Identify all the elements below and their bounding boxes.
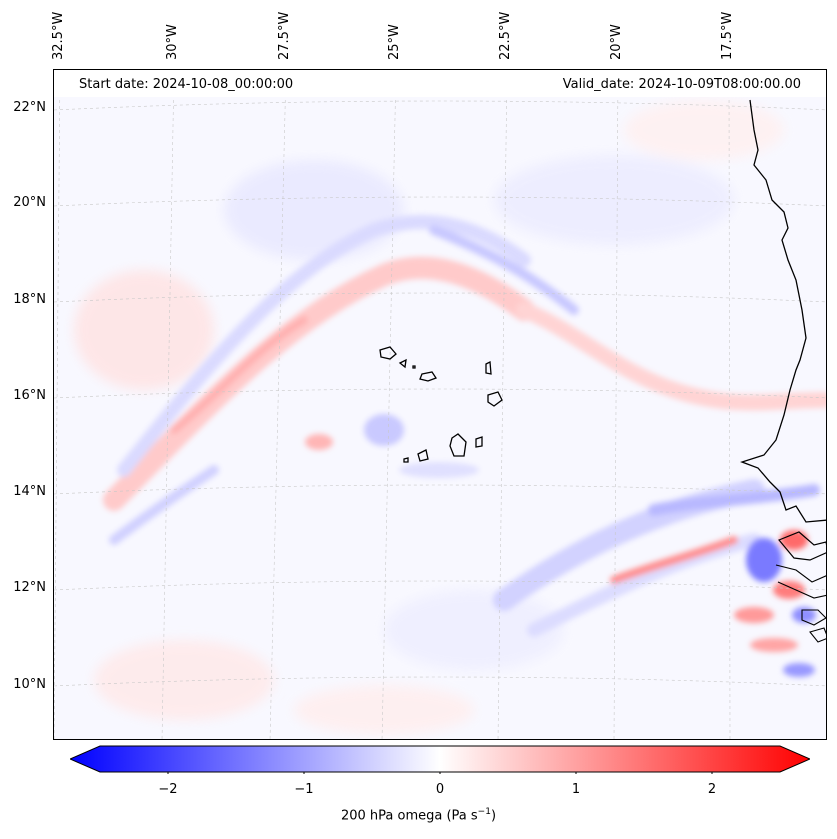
positive-cell: [750, 638, 798, 652]
santa-luzia-outline: [412, 365, 416, 369]
positive-patch: [94, 640, 274, 720]
lon-label-20w: 20°W: [609, 24, 624, 60]
santo-antao-outline: [379, 346, 397, 360]
map-panel[interactable]: Start date: 2024-10-08_00:00:00 Valid_da…: [53, 69, 827, 740]
bijagos-island: [801, 609, 826, 626]
coastline: [740, 99, 826, 523]
negative-band: [109, 465, 219, 545]
bijagos-island: [809, 627, 826, 643]
gridlines: [54, 70, 826, 739]
strong-positive-cell: [773, 581, 805, 599]
colorbar-tick-label: 2: [707, 782, 717, 797]
colorbar-tick-label: 1: [571, 782, 581, 797]
lat-label-16n: 16°N: [13, 388, 46, 403]
positive-patch: [624, 100, 784, 160]
colorbar: [68, 744, 812, 776]
strong-negative-cell: [792, 607, 816, 623]
sao-vicente-outline: [398, 358, 407, 369]
colorbar-title-suffix: ): [490, 808, 497, 824]
negative-cell: [364, 414, 404, 446]
negative-patch: [494, 155, 734, 245]
date-header-band: Start date: 2024-10-08_00:00:00 Valid_da…: [54, 70, 826, 97]
lon-label-27-5w: 27.5°W: [277, 11, 292, 60]
start-date-label: Start date: 2024-10-08_00:00:00: [79, 77, 294, 92]
strong-negative-cell: [746, 538, 782, 582]
negative-cell: [399, 462, 479, 478]
negative-band: [117, 215, 531, 477]
lon-label-30w: 30°W: [165, 24, 180, 60]
gambia-outline: [778, 531, 826, 561]
boa-vista-outline: [487, 391, 503, 407]
colorbar-tick-label: 0: [435, 782, 445, 797]
positive-patch: [74, 270, 214, 390]
positive-band: [516, 302, 826, 411]
negative-band-core: [648, 484, 820, 516]
positive-band: [103, 256, 535, 511]
lat-label-10n: 10°N: [13, 677, 46, 692]
negative-band: [527, 533, 761, 637]
omega-field-map: [54, 70, 826, 739]
lon-label-22-5w: 22.5°W: [498, 11, 513, 60]
positive-band-core: [170, 316, 308, 434]
lat-label-18n: 18°N: [13, 292, 46, 307]
colorbar-graphic: [68, 745, 812, 776]
negative-band-core: [429, 225, 579, 315]
lat-label-22n: 22°N: [13, 100, 46, 115]
brava-outline: [403, 457, 409, 463]
sao-nicolau-outline: [419, 371, 437, 382]
lon-label-17-5w: 17.5°W: [720, 11, 735, 60]
negative-patch: [224, 160, 404, 260]
positive-cell: [305, 434, 333, 450]
negative-patch: [384, 590, 564, 670]
colorbar-tick-label: −2: [158, 782, 178, 797]
fogo-outline: [417, 449, 429, 462]
strong-positive-cell: [780, 530, 808, 550]
guinea-bissau-coast: [775, 564, 826, 599]
santiago-outline: [449, 433, 467, 457]
lat-label-12n: 12°N: [13, 580, 46, 595]
valid-date-label: Valid_date: 2024-10-09T08:00:00.00: [562, 77, 801, 92]
negative-cell: [783, 663, 815, 677]
colorbar-tick-label: −1: [294, 782, 314, 797]
colorbar-title-text: 200 hPa omega (Pa s: [340, 808, 478, 824]
lat-label-14n: 14°N: [13, 484, 46, 499]
positive-band-core: [610, 536, 738, 584]
colorbar-title: 200 hPa omega (Pa s−1): [0, 807, 837, 823]
positive-patch: [294, 685, 474, 735]
cape-verde-islands: [379, 346, 503, 463]
sal-outline: [485, 360, 492, 375]
lon-label-25w: 25°W: [387, 24, 402, 60]
lat-label-20n: 20°N: [13, 195, 46, 210]
maio-outline: [475, 436, 483, 448]
strong-positive-cell: [734, 607, 774, 623]
lon-label-32-5w: 32.5°W: [51, 11, 66, 60]
colorbar-title-superscript: −1: [477, 807, 491, 817]
colorbar-fill: [68, 745, 812, 773]
